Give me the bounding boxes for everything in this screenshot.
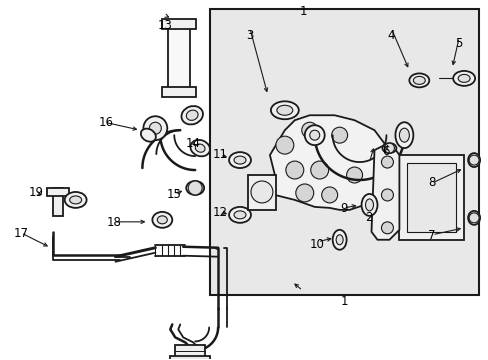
Ellipse shape [195,144,204,152]
Text: 4: 4 [387,29,395,42]
Ellipse shape [457,75,469,82]
Ellipse shape [270,101,298,119]
Ellipse shape [452,71,474,86]
Ellipse shape [190,140,209,156]
Ellipse shape [467,211,479,225]
Text: 2: 2 [364,211,372,224]
Text: 16: 16 [98,116,113,129]
Ellipse shape [395,122,412,148]
Ellipse shape [186,110,198,120]
Ellipse shape [228,152,250,168]
Circle shape [310,161,328,179]
Text: 14: 14 [185,137,201,150]
Ellipse shape [234,156,245,164]
Circle shape [285,161,303,179]
Circle shape [331,127,347,143]
Text: 7: 7 [427,229,435,242]
Bar [162,87,196,97]
Ellipse shape [365,199,373,211]
Ellipse shape [467,153,479,167]
Bar [170,356,210,360]
Bar [175,345,205,357]
Ellipse shape [181,106,203,125]
Bar [210,9,478,294]
Bar [47,188,68,196]
Bar [53,188,62,216]
Circle shape [381,156,393,168]
Ellipse shape [335,235,343,245]
Ellipse shape [309,130,319,140]
Ellipse shape [304,125,324,145]
Bar [247,175,275,210]
Circle shape [346,167,362,183]
Text: 1: 1 [299,5,306,18]
Polygon shape [269,115,388,210]
Text: 8: 8 [427,176,435,189]
Ellipse shape [152,212,172,228]
Text: 11: 11 [212,148,227,161]
Ellipse shape [69,196,81,204]
Text: 18: 18 [106,216,121,229]
Text: 3: 3 [246,29,253,42]
Circle shape [301,122,317,138]
Ellipse shape [332,230,346,250]
Ellipse shape [399,128,408,142]
Ellipse shape [64,192,86,208]
Ellipse shape [382,143,396,153]
Text: 15: 15 [166,188,181,201]
Ellipse shape [228,207,250,223]
Text: 1: 1 [340,295,347,308]
Circle shape [468,155,478,165]
Text: 17: 17 [14,226,29,239]
Ellipse shape [141,129,156,142]
Text: 12: 12 [212,206,227,219]
Ellipse shape [408,73,428,87]
Text: 19: 19 [28,186,43,199]
Bar [168,21,190,88]
Ellipse shape [234,211,245,219]
Circle shape [149,122,161,134]
Text: 9: 9 [340,202,347,215]
Circle shape [275,136,293,154]
Text: 6: 6 [381,145,389,158]
Circle shape [188,181,202,195]
Ellipse shape [276,105,292,115]
Ellipse shape [361,194,377,216]
Circle shape [143,116,167,140]
Ellipse shape [157,216,167,224]
Circle shape [321,187,337,203]
Bar [407,163,455,232]
Text: 5: 5 [454,37,462,50]
Circle shape [295,184,313,202]
Polygon shape [371,145,399,240]
Circle shape [468,213,478,223]
Bar [399,155,463,240]
Bar [162,19,196,28]
Circle shape [384,143,394,153]
Text: 13: 13 [158,19,173,32]
Text: 10: 10 [309,238,325,251]
Circle shape [250,181,272,203]
Circle shape [381,222,393,234]
Ellipse shape [186,181,203,195]
Ellipse shape [412,76,425,84]
Circle shape [381,189,393,201]
